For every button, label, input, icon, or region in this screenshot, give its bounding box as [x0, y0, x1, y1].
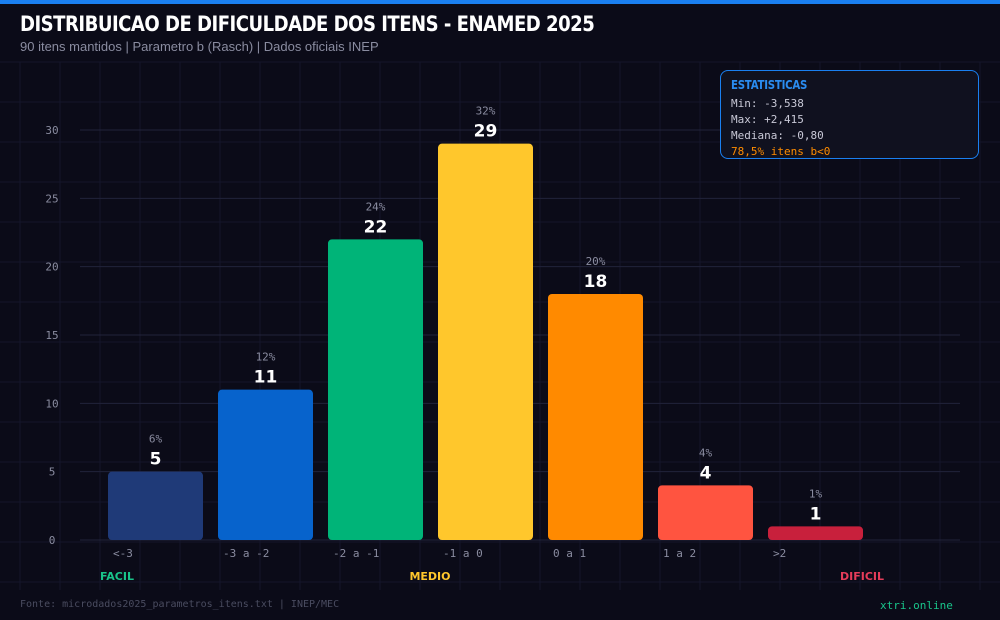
bar-value-label: 22 [364, 217, 388, 237]
zone-label-medio: MEDIO [409, 570, 450, 583]
bar [548, 294, 643, 540]
statistics-title: ESTATISTICAS [731, 78, 808, 92]
bar [768, 526, 863, 540]
source-note: Fonte: microdados2025_parametros_itens.t… [20, 599, 340, 610]
stat-max: Max: +2,415 [731, 113, 804, 126]
x-tick-label: -3 a -2 [223, 547, 269, 560]
bar-value-label: 1 [810, 504, 822, 524]
chart-title: DISTRIBUICAO DE DIFICULDADE DOS ITENS - … [20, 12, 595, 36]
bar-percent-label: 20% [586, 255, 606, 268]
bar [438, 143, 533, 540]
statistics-panel: ESTATISTICAS Min: -3,538 Max: +2,415 Med… [720, 70, 979, 159]
y-tick-label: 10 [45, 397, 58, 410]
bar-percent-label: 12% [256, 351, 276, 364]
chart-subtitle: 90 itens mantidos | Parametro b (Rasch) … [20, 39, 379, 54]
x-tick-label: <-3 [113, 547, 133, 560]
bar-value-label: 11 [254, 368, 278, 388]
y-tick-label: 15 [45, 329, 58, 342]
y-tick-label: 25 [45, 192, 58, 205]
x-tick-label: -1 a 0 [443, 547, 483, 560]
bar-percent-label: 1% [809, 487, 823, 500]
bar-value-label: 18 [584, 272, 608, 292]
stat-median: Mediana: -0,80 [731, 129, 824, 142]
x-tick-label: >2 [773, 547, 786, 560]
x-tick-label: 1 a 2 [663, 547, 696, 560]
bar-percent-label: 32% [476, 105, 496, 118]
stat-min: Min: -3,538 [731, 97, 804, 110]
stat-share-negative: 78,5% itens b<0 [731, 145, 831, 158]
zone-label-dificil: DIFICIL [840, 570, 884, 583]
zone-label-facil: FACIL [100, 570, 134, 583]
bar-percent-label: 6% [149, 433, 163, 446]
bar-percent-label: 24% [366, 200, 386, 213]
x-tick-label: 0 a 1 [553, 547, 586, 560]
bar [108, 471, 203, 540]
bar [218, 389, 313, 540]
bar-percent-label: 4% [699, 446, 713, 459]
y-tick-label: 5 [49, 466, 56, 479]
x-tick-label: -2 a -1 [333, 547, 379, 560]
y-tick-label: 20 [45, 261, 58, 274]
bar-value-label: 29 [474, 122, 498, 142]
bar-value-label: 4 [700, 463, 712, 483]
bar [328, 239, 423, 541]
brand-link[interactable]: xtri.online [880, 599, 953, 612]
top-accent-bar [0, 0, 1000, 4]
y-tick-label: 0 [49, 534, 56, 547]
bar-value-label: 5 [150, 450, 162, 470]
y-tick-label: 30 [45, 124, 58, 137]
bar [658, 485, 753, 540]
